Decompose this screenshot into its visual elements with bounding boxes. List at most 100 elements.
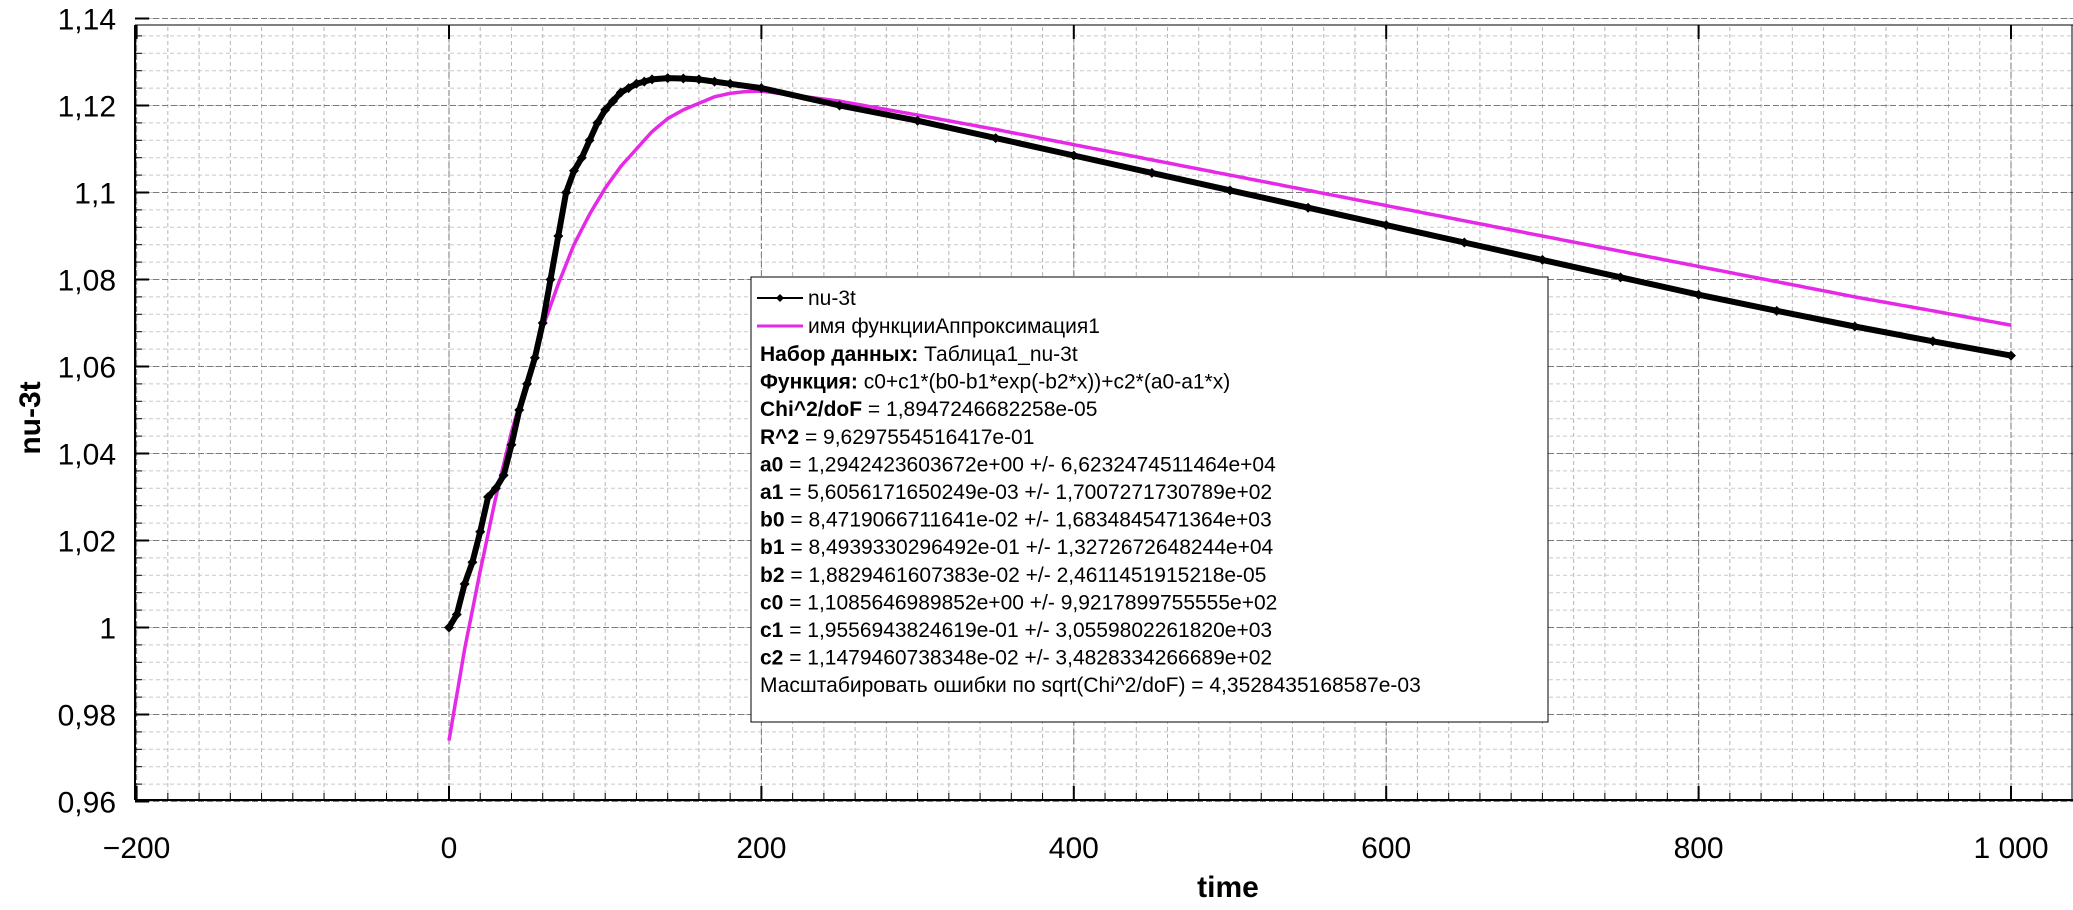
data-point [756, 83, 767, 94]
legend-box [750, 276, 1549, 723]
y-tick-label: 1,14 [58, 4, 116, 37]
legend-fit-term: Набор данных: [760, 343, 918, 366]
data-point [522, 378, 533, 389]
legend-fit-value: c0+c1*(b0-b1*exp(-b2*x))+c2*(a0-a1*x) [858, 371, 1230, 394]
legend-fit-value: = 8,4939330296492e-01 +/- 1,327267264824… [785, 536, 1274, 559]
data-point [1225, 185, 1235, 196]
y-tick-label: 0,98 [58, 700, 116, 733]
data-point [1693, 289, 1704, 300]
data-point [834, 100, 845, 111]
data-point [623, 83, 634, 94]
legend-fit-results: Набор данных: Таблица1_nu-3t Функция: c0+… [760, 343, 1421, 697]
series-line-fit [447, 89, 2012, 741]
legend-label-fit: имя функцииАппроксимация1 [808, 315, 1100, 338]
y-tick-label: 1,06 [58, 352, 116, 385]
legend-fit-line: Набор данных: Таблица1_nu-3t [760, 343, 1078, 366]
legend-fit-line: Функция: c0+c1*(b0-b1*exp(-b2*x))+c2*(a0… [760, 371, 1230, 394]
data-point [1771, 305, 1782, 316]
legend-fit-term: c0 [760, 591, 783, 614]
x-axis-ticks: −200 0 200 400 600 800 1 000 [103, 25, 2049, 865]
legend-fit-term: a0 [760, 453, 783, 476]
legend-entry-data: nu-3t [757, 287, 856, 310]
x-tick-label: −200 [103, 832, 171, 865]
legend-fit-term: Chi^2/doF [760, 398, 862, 421]
legend-fit-line: R^2 = 9,6297554516417e-01 [760, 426, 1034, 449]
data-point [1849, 321, 1860, 332]
data-point [490, 483, 501, 494]
data-point [537, 318, 548, 328]
legend-marker-data [776, 294, 784, 302]
y-tick-label: 1,02 [58, 526, 116, 559]
data-point [475, 526, 486, 537]
legend-fit-term: R^2 [760, 426, 799, 449]
legend-fit-value: = 8,4719066711641e-02 +/- 1,683484547136… [785, 509, 1272, 532]
y-tick-label: 1 [99, 613, 116, 646]
data-point [592, 117, 603, 128]
legend-fit-term: a1 [760, 481, 784, 504]
data-point [678, 73, 689, 84]
legend-fit-line: c0 = 1,1085646989852e+00 +/- 9,921789975… [760, 591, 1277, 614]
legend-fit-value: Таблица1_nu-3t [918, 343, 1078, 366]
x-tick-label: 1 000 [1973, 832, 2048, 865]
y-tick-label: 1,04 [58, 439, 116, 472]
data-point [529, 352, 540, 363]
legend-fit-line: b1 = 8,4939330296492e-01 +/- 1,327267264… [760, 536, 1274, 559]
data-point [514, 405, 525, 415]
legend-label-data: nu-3t [808, 287, 856, 310]
legend-fit-line: c1 = 1,9556943824619e-01 +/- 3,055980226… [760, 619, 1272, 642]
legend-fit-value: = 1,2942423603672e+00 +/- 6,623247451146… [783, 453, 1276, 476]
legend-fit-value: = 1,1479460738348e-02 +/- 3,482833426668… [783, 647, 1272, 670]
data-point [2006, 350, 2016, 361]
data-point [506, 439, 517, 450]
data-point [467, 557, 478, 568]
data-point [912, 115, 923, 126]
data-point [483, 492, 494, 502]
legend-fit-value: = 1,8947246682258e-05 [862, 398, 1097, 421]
data-point [1381, 220, 1392, 231]
x-tick-label: 800 [1674, 832, 1724, 865]
data-point [498, 470, 509, 481]
data-point [990, 133, 1001, 144]
plot-series [444, 73, 2016, 741]
x-tick-label: 400 [1049, 832, 1099, 865]
legend-fit-value: = 5,6056171650249e-03 +/- 1,700727173078… [783, 481, 1272, 504]
legend-fit-line: a0 = 1,2942423603672e+00 +/- 6,623247451… [760, 453, 1276, 476]
data-point [1068, 150, 1079, 161]
data-point [545, 274, 556, 285]
data-point [647, 74, 658, 85]
legend-fit-line: a1 = 5,6056171650249e-03 +/- 1,700727173… [760, 481, 1272, 504]
legend: nu-3t имя функцииАппроксимация1 Набор да… [750, 276, 1549, 723]
legend-fit-value: = 1,1085646989852e+00 +/- 9,921789975555… [783, 591, 1277, 614]
data-point [1615, 272, 1626, 283]
axes-frame [134, 24, 2073, 801]
y-axis-ticks: 0,96 0,98 1 1,02 1,04 1,06 1,08 1,1 1,12 1,14 [58, 4, 149, 820]
legend-fit-line: b2 = 1,8829461607383e-02 +/- 2,461145191… [760, 564, 1266, 587]
data-point [1537, 254, 1548, 265]
legend-fit-term: c2 [760, 647, 783, 670]
data-point [615, 87, 626, 98]
data-point [631, 78, 642, 89]
x-tick-label: 600 [1361, 832, 1411, 865]
data-point [1459, 237, 1470, 248]
legend-fit-line: Масштабировать ошибки по sqrt(Chi^2/doF)… [760, 674, 1421, 697]
data-point [662, 73, 673, 84]
legend-entry-fit: имя функцииАппроксимация1 [757, 315, 1100, 338]
legend-fit-value: Масштабировать ошибки по sqrt(Chi^2/doF)… [760, 674, 1421, 697]
legend-fit-value: = 9,6297554516417e-01 [799, 426, 1034, 449]
data-point [608, 96, 619, 107]
y-axis-title: nu-3t [14, 381, 47, 454]
data-point [1303, 202, 1314, 213]
data-point [444, 622, 454, 633]
data-point [600, 104, 611, 115]
legend-fit-value: = 1,8829461607383e-02 +/- 2,461145191521… [785, 564, 1267, 587]
data-point [459, 579, 470, 589]
data-point [451, 609, 462, 620]
y-tick-label: 1,1 [74, 178, 116, 211]
data-point [709, 76, 720, 87]
data-point [553, 231, 564, 241]
y-tick-label: 1,12 [58, 91, 116, 124]
data-point [568, 165, 579, 176]
legend-fit-term: b1 [760, 536, 785, 559]
x-tick-label: 0 [441, 832, 458, 865]
